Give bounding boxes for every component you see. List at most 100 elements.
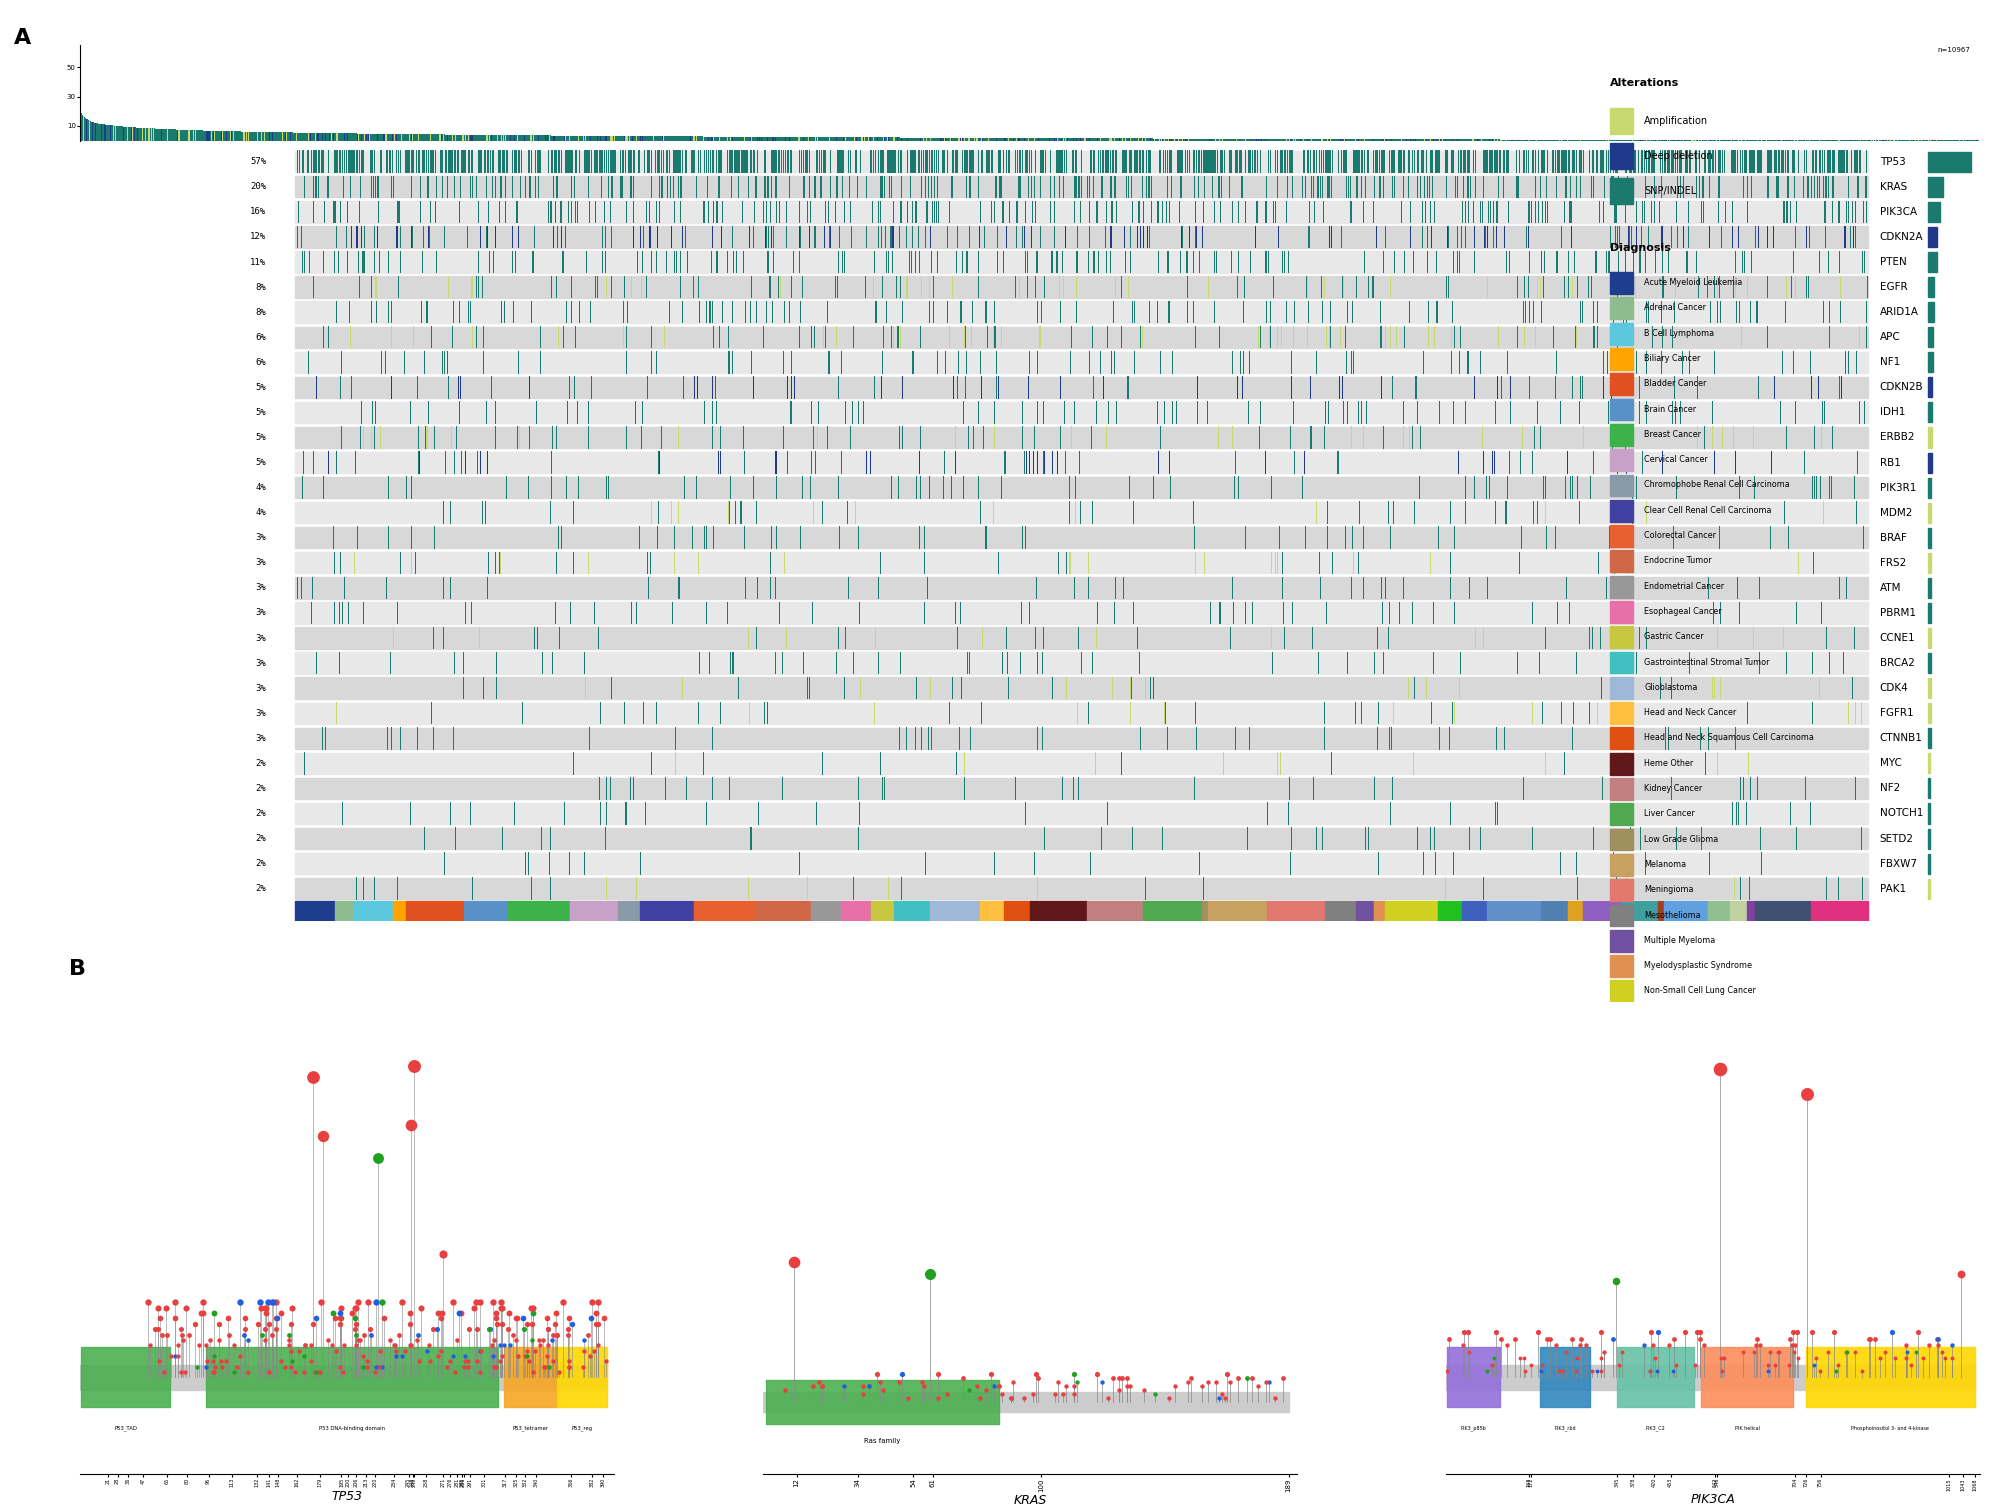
Point: [188, 1301, 220, 1325]
Point: [478, 1345, 510, 1369]
Point: [778, 1250, 810, 1274]
Point: [952, 1378, 984, 1402]
Point: [984, 1375, 1016, 1399]
Point: [866, 1378, 898, 1402]
Bar: [1730, 901, 1746, 922]
Point: [1560, 1360, 1592, 1384]
Point: [1112, 1366, 1144, 1390]
Text: 2%: 2%: [256, 859, 266, 868]
Point: [340, 1322, 372, 1346]
Point: [224, 1290, 256, 1314]
Bar: [296, 778, 1868, 799]
Point: [440, 1328, 472, 1352]
FancyBboxPatch shape: [1610, 904, 1632, 926]
Point: [380, 1339, 412, 1363]
Point: [516, 1311, 548, 1336]
Point: [1638, 1333, 1670, 1357]
Point: [1682, 1321, 1714, 1345]
Point: [852, 1375, 884, 1399]
Text: Melanoma: Melanoma: [1644, 860, 1686, 869]
Point: [198, 1301, 230, 1325]
Point: [304, 1360, 336, 1384]
Point: [1822, 1352, 1854, 1376]
Point: [312, 1328, 344, 1352]
Bar: [1658, 901, 1664, 922]
Point: [1606, 1340, 1638, 1364]
Bar: [1622, 901, 1658, 922]
Point: [328, 1333, 360, 1357]
Point: [160, 1345, 192, 1369]
Point: [1876, 1321, 1908, 1345]
Bar: [296, 301, 1868, 323]
Point: [444, 1301, 476, 1325]
Text: Thyroid Cancer: Thyroid Cancer: [1644, 1316, 1706, 1325]
Bar: [1568, 901, 1582, 922]
Bar: [296, 451, 1868, 474]
Point: [1490, 1333, 1522, 1357]
Text: Myelodysplastic Syndrome: Myelodysplastic Syndrome: [1644, 961, 1752, 970]
Text: Heme Other: Heme Other: [1644, 758, 1694, 767]
Point: [436, 1345, 468, 1369]
X-axis label: TP53: TP53: [332, 1490, 362, 1502]
Bar: [1928, 653, 1930, 674]
Point: [1254, 1370, 1286, 1394]
Point: [1890, 1333, 1922, 1357]
Point: [1780, 1333, 1812, 1357]
Point: [294, 1349, 326, 1373]
Point: [1776, 1333, 1808, 1357]
Point: [494, 1333, 526, 1357]
Bar: [1928, 427, 1932, 448]
Bar: [296, 477, 1868, 498]
Point: [250, 1318, 282, 1342]
Bar: [1928, 378, 1932, 397]
Point: [518, 1360, 550, 1384]
FancyBboxPatch shape: [1610, 803, 1632, 826]
Point: [276, 1295, 308, 1319]
FancyBboxPatch shape: [1610, 929, 1632, 952]
Point: [200, 1355, 232, 1379]
Point: [906, 1370, 938, 1394]
Point: [1744, 1333, 1776, 1357]
Text: Ovarian Cancer: Ovarian Cancer: [1644, 1038, 1706, 1045]
Point: [190, 1333, 222, 1357]
Bar: [392, 901, 406, 922]
Bar: [296, 627, 1868, 648]
Point: [324, 1307, 356, 1331]
Point: [486, 1311, 518, 1336]
Point: [1102, 1366, 1134, 1390]
Point: [892, 1385, 924, 1409]
FancyBboxPatch shape: [1610, 1107, 1632, 1130]
Point: [160, 1290, 192, 1314]
Point: [196, 1349, 228, 1373]
Point: [400, 1328, 432, 1352]
Point: [448, 1355, 480, 1379]
Point: [364, 1355, 396, 1379]
Point: [398, 1054, 430, 1078]
Point: [1586, 1360, 1618, 1384]
Text: Low Grade Glioma: Low Grade Glioma: [1644, 835, 1718, 844]
Point: [542, 1322, 574, 1346]
Point: [1508, 1346, 1540, 1370]
Point: [1058, 1363, 1090, 1387]
Point: [970, 1378, 1002, 1402]
Point: [510, 1311, 542, 1336]
Point: [1820, 1360, 1852, 1384]
Point: [1230, 1366, 1262, 1390]
Point: [290, 1333, 322, 1357]
Point: [1670, 1321, 1702, 1345]
Point: [1446, 1333, 1478, 1357]
Point: [484, 1349, 516, 1373]
Point: [1008, 1385, 1040, 1409]
Point: [486, 1345, 518, 1369]
Point: [228, 1322, 260, 1346]
Text: EGFR: EGFR: [1880, 283, 1908, 292]
Point: [256, 1290, 288, 1314]
Text: Peritoneal cancer: Peritoneal cancer: [1644, 1087, 1714, 1096]
Text: PIK3_p85b: PIK3_p85b: [1460, 1426, 1486, 1432]
Point: [1452, 1321, 1484, 1345]
Point: [1158, 1375, 1190, 1399]
Point: [474, 1318, 506, 1342]
Point: [1086, 1370, 1118, 1394]
Point: [318, 1301, 350, 1325]
Point: [582, 1333, 614, 1357]
